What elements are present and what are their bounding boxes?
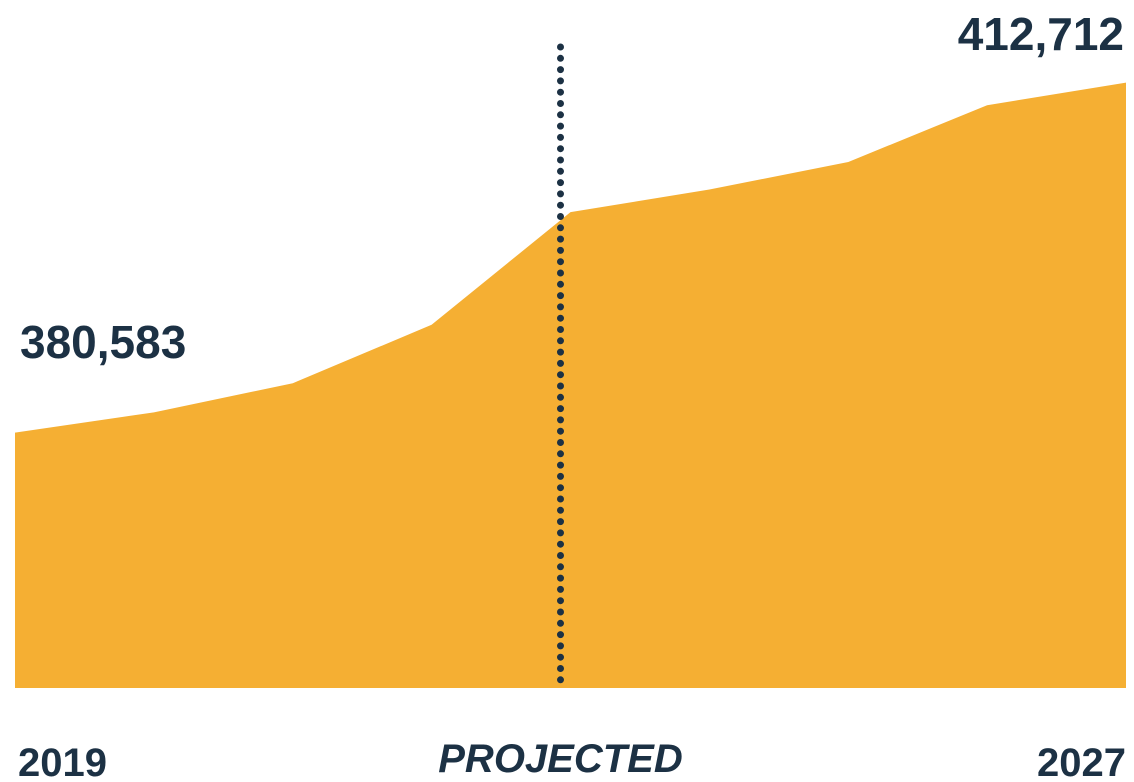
start-value-label: 380,583 <box>20 316 186 368</box>
projected-annotation-label: PROJECTED <box>438 737 683 781</box>
x-tick-label-start: 2019 <box>18 741 107 782</box>
end-value-label: 412,712 <box>958 8 1124 60</box>
x-tick-label-end: 2027 <box>1037 741 1126 782</box>
area-series-fill <box>15 82 1126 689</box>
